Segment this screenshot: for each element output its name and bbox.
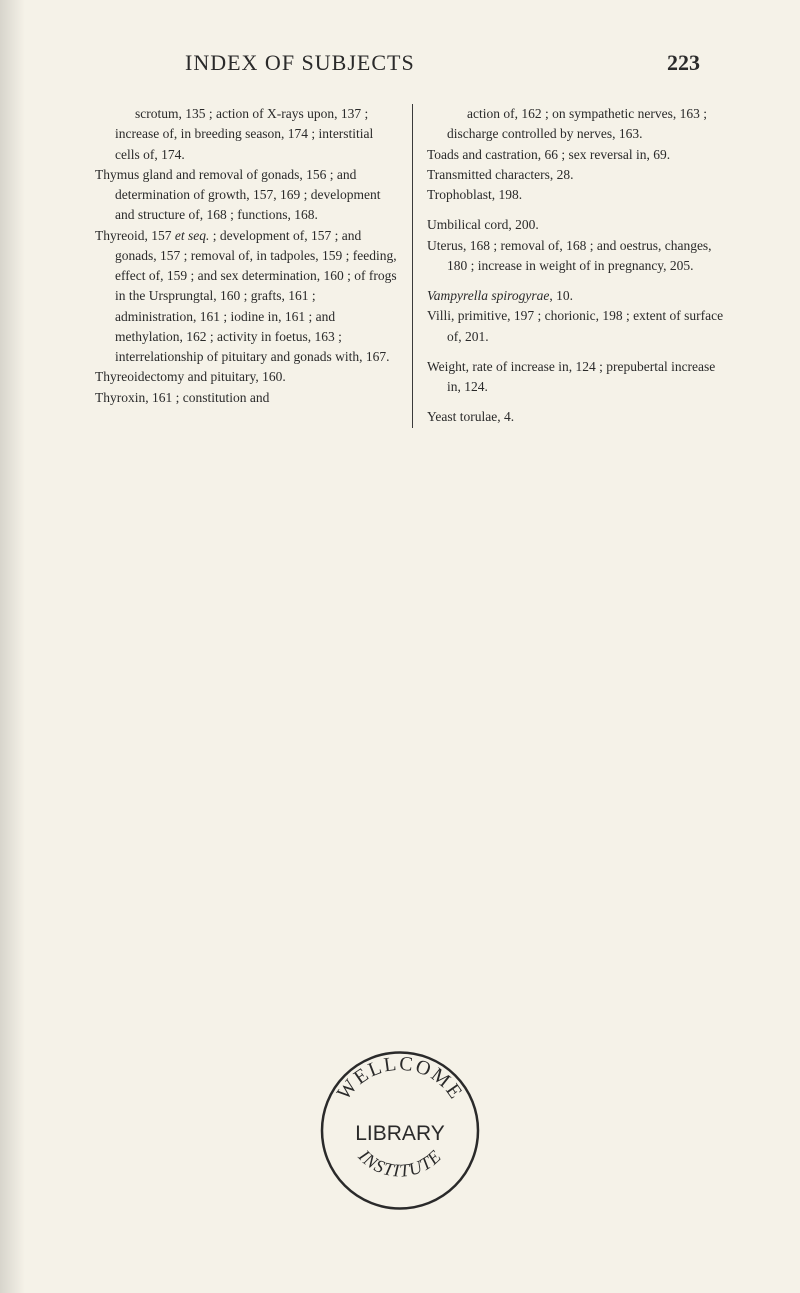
index-entry: Weight, rate of increase in, 124 ; prepu… [427,357,730,398]
header-title: INDEX OF SUBJECTS [185,50,415,76]
index-entry: Uterus, 168 ; removal of, 168 ; and oest… [427,236,730,277]
index-entry: Trophoblast, 198. [427,185,730,205]
index-entry: Thyroxin, 161 ; constitution and [95,388,398,408]
svg-text:WELLCOME: WELLCOME [333,1053,467,1105]
italic-phrase: Vampyrella spirogyrae [427,288,549,303]
index-entry: action of, 162 ; on sympathetic nerves, … [427,104,730,145]
index-entry: Vampyrella spirogyrae, 10. [427,286,730,306]
index-entry: Transmitted characters, 28. [427,165,730,185]
index-entry: scrotum, 135 ; action of X-rays upon, 13… [95,104,398,165]
stamp-bottom-text: INSTITUTE [354,1145,445,1180]
italic-phrase: et seq. [175,228,210,243]
index-entry: Toads and castration, 66 ; sex reversal … [427,145,730,165]
index-entry: Umbilical cord, 200. [427,215,730,235]
index-entry: Thyreoidectomy and pituitary, 160. [95,367,398,387]
page-shadow [0,0,25,1293]
svg-text:INSTITUTE: INSTITUTE [354,1145,445,1180]
stamp-center-text: LIBRARY [355,1122,445,1145]
index-entry: Thyreoid, 157 et seq. ; development of, … [95,226,398,368]
page-number: 223 [667,50,700,76]
stamp-top-text: WELLCOME [333,1053,467,1105]
left-column: scrotum, 135 ; action of X-rays upon, 13… [95,104,413,428]
index-columns: scrotum, 135 ; action of X-rays upon, 13… [95,104,730,428]
index-entry: Villi, primitive, 197 ; chorionic, 198 ;… [427,306,730,347]
right-column: action of, 162 ; on sympathetic nerves, … [413,104,730,428]
library-stamp: WELLCOME LIBRARY INSTITUTE [318,1048,483,1213]
index-entry: Yeast torulae, 4. [427,407,730,427]
page-header: INDEX OF SUBJECTS 223 [95,50,730,76]
index-entry: Thymus gland and removal of gonads, 156 … [95,165,398,226]
